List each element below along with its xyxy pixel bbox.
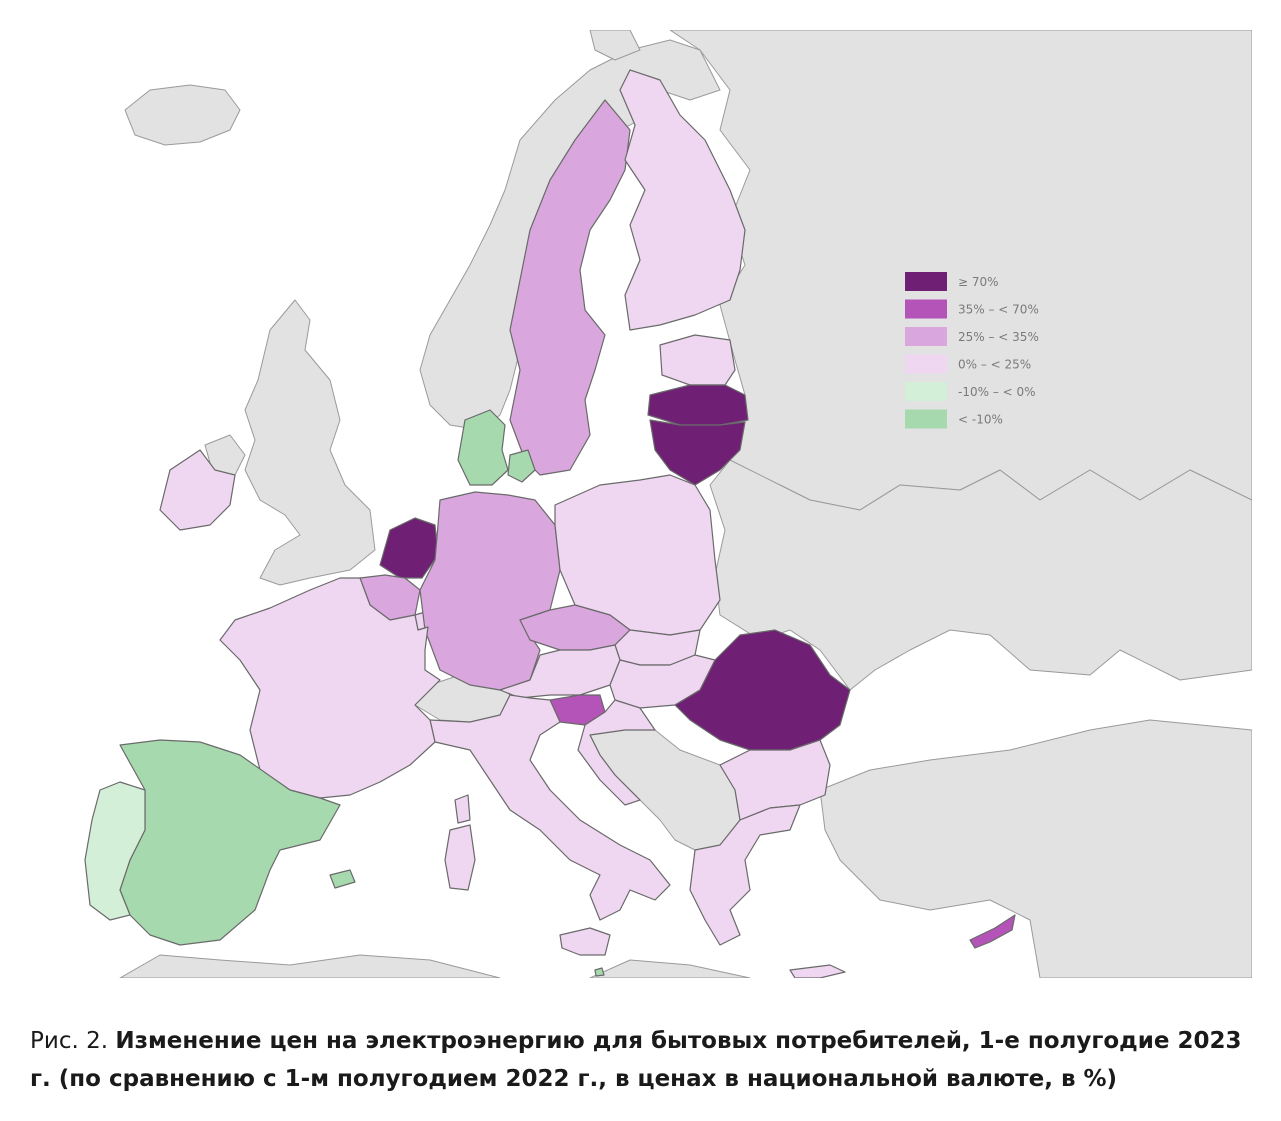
europe-map: ≥ 70% 35% – < 70% 25% – < 35% 0% – < 25% -10… bbox=[30, 30, 1252, 978]
great-britain bbox=[244, 299, 376, 586]
crete bbox=[789, 964, 846, 978]
caption-title: Изменение цен на электроэнергию для быто… bbox=[30, 1028, 1242, 1092]
sweden bbox=[509, 99, 631, 476]
ireland bbox=[159, 449, 236, 531]
legend-swatch-c35_70 bbox=[905, 299, 947, 319]
legend-label-cm10_0: -10% – < 0% bbox=[958, 385, 1036, 399]
legend-swatch-clt_m10 bbox=[905, 409, 947, 429]
north-africa bbox=[119, 954, 501, 978]
legend-swatch-c0_25 bbox=[905, 354, 947, 374]
legend-label-c0_25: 0% – < 25% bbox=[958, 358, 1031, 372]
russia-east bbox=[669, 30, 1252, 511]
iceland bbox=[124, 84, 241, 146]
legend-swatch-c25_35 bbox=[905, 327, 947, 346]
balearic bbox=[329, 869, 356, 889]
lithuania bbox=[649, 419, 746, 486]
sardinia bbox=[444, 824, 476, 891]
legend-swatch-ge70 bbox=[905, 272, 947, 291]
legend-label-ge70: ≥ 70% bbox=[958, 275, 999, 289]
figure-caption: Рис. 2. Изменение цен на электроэнергию … bbox=[30, 1022, 1255, 1098]
corsica bbox=[454, 794, 471, 824]
svalbard bbox=[589, 30, 641, 61]
poland bbox=[554, 474, 721, 636]
north-africa-east bbox=[589, 959, 751, 978]
legend-label-c35_70: 35% – < 70% bbox=[958, 303, 1039, 317]
bulgaria bbox=[719, 739, 831, 821]
non-member-land bbox=[119, 30, 1252, 978]
estonia bbox=[659, 334, 736, 386]
france bbox=[219, 577, 441, 799]
malta bbox=[594, 967, 605, 977]
italy bbox=[429, 694, 671, 921]
denmark-islands bbox=[507, 449, 536, 483]
germany bbox=[419, 491, 561, 691]
map-legend: ≥ 70% 35% – < 70% 25% – < 35% 0% – < 25% -10… bbox=[905, 272, 1039, 429]
croatia bbox=[577, 699, 656, 806]
austria bbox=[499, 644, 621, 699]
portugal bbox=[84, 781, 146, 921]
sicily bbox=[559, 927, 611, 956]
belarus-ukraine-moldova bbox=[709, 459, 1252, 691]
greece bbox=[689, 804, 801, 946]
legend-label-clt_m10: < -10% bbox=[958, 413, 1003, 427]
denmark-jutland bbox=[457, 409, 509, 486]
caption-prefix: Рис. 2. bbox=[30, 1028, 116, 1054]
turkey-caucasus bbox=[819, 719, 1252, 978]
netherlands bbox=[379, 517, 439, 579]
legend-swatch-cm10_0 bbox=[905, 382, 947, 401]
romania bbox=[674, 629, 851, 751]
map-svg: ≥ 70% 35% – < 70% 25% – < 35% 0% – < 25% -10… bbox=[30, 30, 1252, 978]
eu-member-states bbox=[84, 69, 1016, 978]
legend-label-c25_35: 25% – < 35% bbox=[958, 330, 1039, 344]
latvia bbox=[647, 384, 749, 426]
finland bbox=[619, 69, 746, 331]
cyprus bbox=[969, 914, 1016, 949]
